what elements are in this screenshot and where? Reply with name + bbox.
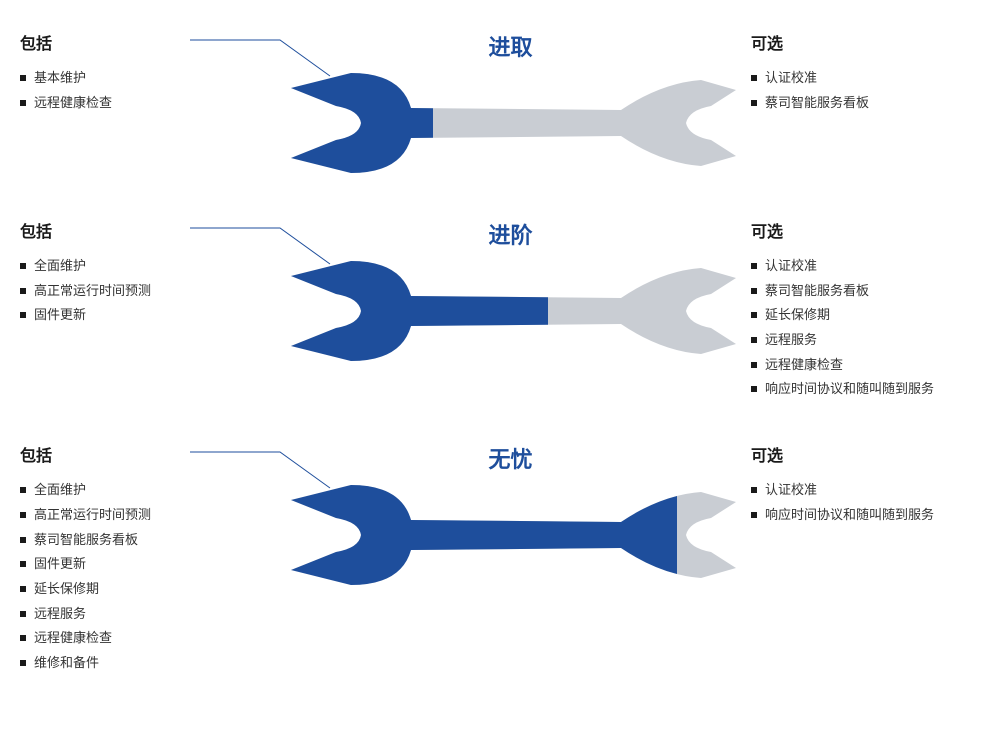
list-item: 远程健康检查 xyxy=(751,353,971,378)
optional-list: 认证校准蔡司智能服务看板延长保修期远程服务远程健康检查响应时间协议和随叫随到服务 xyxy=(751,254,971,402)
tier-row: 包括全面维护高正常运行时间预测蔡司智能服务看板固件更新延长保修期远程服务远程健康… xyxy=(20,442,971,676)
included-column: 包括全面维护高正常运行时间预测蔡司智能服务看板固件更新延长保修期远程服务远程健康… xyxy=(20,442,270,676)
wrench-column: 进阶 xyxy=(270,218,751,366)
wrench-icon xyxy=(281,256,741,366)
list-item: 认证校准 xyxy=(751,66,971,91)
list-item: 维修和备件 xyxy=(20,651,270,676)
list-item: 远程服务 xyxy=(20,602,270,627)
tier-title: 无忧 xyxy=(488,442,532,474)
wrench-column: 进取 xyxy=(270,30,751,178)
included-list: 全面维护高正常运行时间预测固件更新 xyxy=(20,254,270,328)
list-item: 蔡司智能服务看板 xyxy=(751,91,971,116)
optional-heading: 可选 xyxy=(751,218,971,242)
wrench-graphic xyxy=(281,68,741,178)
optional-column: 可选认证校准蔡司智能服务看板 xyxy=(751,30,971,115)
included-column: 包括基本维护远程健康检查 xyxy=(20,30,270,115)
tier-title: 进取 xyxy=(488,30,532,62)
optional-column: 可选认证校准响应时间协议和随叫随到服务 xyxy=(751,442,971,527)
tier-title: 进阶 xyxy=(488,218,532,250)
wrench-icon xyxy=(281,68,741,178)
optional-heading: 可选 xyxy=(751,30,971,54)
list-item: 认证校准 xyxy=(751,478,971,503)
wrench-graphic xyxy=(281,256,741,366)
optional-column: 可选认证校准蔡司智能服务看板延长保修期远程服务远程健康检查响应时间协议和随叫随到… xyxy=(751,218,971,402)
wrench-column: 无忧 xyxy=(270,442,751,590)
list-item: 高正常运行时间预测 xyxy=(20,503,270,528)
list-item: 蔡司智能服务看板 xyxy=(751,279,971,304)
included-list: 全面维护高正常运行时间预测蔡司智能服务看板固件更新延长保修期远程服务远程健康检查… xyxy=(20,478,270,676)
list-item: 认证校准 xyxy=(751,254,971,279)
tier-row: 包括基本维护远程健康检查 进取 可选认证校准蔡司智能服务看板 xyxy=(20,30,971,178)
list-item: 固件更新 xyxy=(20,552,270,577)
list-item: 延长保修期 xyxy=(20,577,270,602)
list-item: 远程健康检查 xyxy=(20,626,270,651)
list-item: 延长保修期 xyxy=(751,303,971,328)
optional-heading: 可选 xyxy=(751,442,971,466)
list-item: 响应时间协议和随叫随到服务 xyxy=(751,503,971,528)
included-list: 基本维护远程健康检查 xyxy=(20,66,270,115)
included-heading: 包括 xyxy=(20,30,270,54)
included-heading: 包括 xyxy=(20,218,270,242)
list-item: 全面维护 xyxy=(20,254,270,279)
tier-row: 包括全面维护高正常运行时间预测固件更新 进阶 可选认证校准蔡司智能服务看板延长保修… xyxy=(20,218,971,402)
wrench-graphic xyxy=(281,480,741,590)
list-item: 远程健康检查 xyxy=(20,91,270,116)
wrench-icon xyxy=(281,480,741,590)
list-item: 固件更新 xyxy=(20,303,270,328)
list-item: 全面维护 xyxy=(20,478,270,503)
included-heading: 包括 xyxy=(20,442,270,466)
list-item: 高正常运行时间预测 xyxy=(20,279,270,304)
optional-list: 认证校准响应时间协议和随叫随到服务 xyxy=(751,478,971,527)
included-column: 包括全面维护高正常运行时间预测固件更新 xyxy=(20,218,270,328)
list-item: 蔡司智能服务看板 xyxy=(20,528,270,553)
list-item: 基本维护 xyxy=(20,66,270,91)
list-item: 远程服务 xyxy=(751,328,971,353)
list-item: 响应时间协议和随叫随到服务 xyxy=(751,377,971,402)
optional-list: 认证校准蔡司智能服务看板 xyxy=(751,66,971,115)
